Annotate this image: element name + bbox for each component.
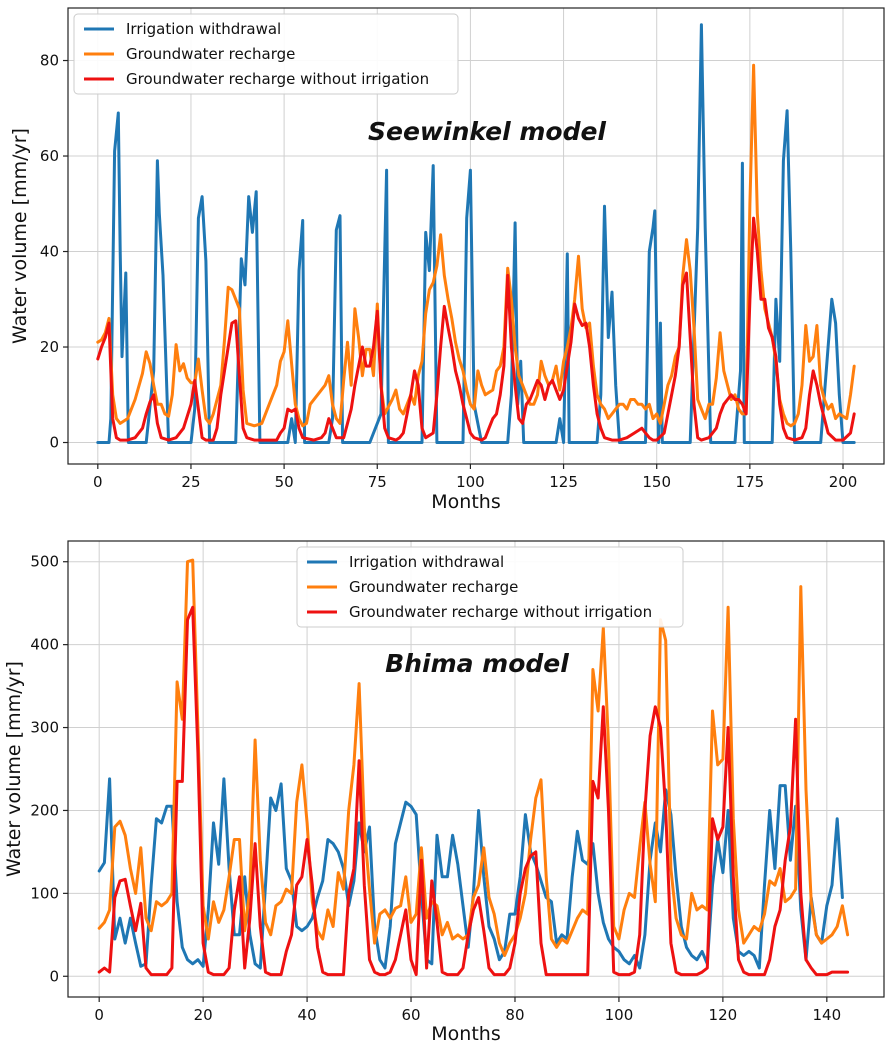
x-tick-label: 50: [275, 473, 294, 491]
legend-label: Irrigation withdrawal: [126, 20, 281, 38]
bhima-panel: 0 20 40 60 80 100 120 140 0 100 200 300 400 500 Months…: [3, 540, 885, 1045]
x-tick-label: 140: [813, 1006, 842, 1024]
x-tick-label: 175: [736, 473, 765, 491]
legend-box: [73, 13, 459, 95]
y-tick-label: 0: [49, 967, 59, 985]
legend-label: Groundwater recharge without irrigation: [349, 603, 652, 621]
y-axis-label: Water volume [mm/yr]: [3, 661, 25, 877]
series-line: [97, 605, 850, 977]
x-tick-label: 20: [194, 1006, 213, 1024]
series-line: [96, 23, 856, 444]
y-tick-label: 100: [30, 884, 59, 902]
legend-label: Groundwater recharge: [126, 45, 295, 63]
x-tick-label: 0: [93, 473, 103, 491]
x-tick-label: 40: [298, 1006, 317, 1024]
plot-frame: [67, 7, 885, 465]
y-tick-label: 0: [49, 434, 59, 452]
x-tick-label: 100: [456, 473, 485, 491]
x-axis-label: Months: [431, 491, 500, 513]
x-tick-label: 75: [368, 473, 387, 491]
legend-label: Irrigation withdrawal: [349, 553, 504, 571]
x-tick-label: 25: [181, 473, 200, 491]
chart-title: Seewinkel model: [368, 117, 606, 146]
legend-label: Groundwater recharge without irrigation: [126, 70, 429, 88]
y-tick-label: 40: [40, 243, 59, 261]
x-tick-label: 150: [642, 473, 671, 491]
y-tick-label: 200: [30, 801, 59, 819]
y-tick-label: 400: [30, 636, 59, 654]
x-tick-label: 120: [709, 1006, 738, 1024]
series-line: [96, 216, 856, 442]
y-tick-label: 60: [40, 147, 59, 165]
series-line: [97, 558, 850, 957]
x-tick-label: 125: [549, 473, 578, 491]
x-tick-label: 100: [605, 1006, 634, 1024]
seewinkel-panel: 0 25 50 75 100 125 150 175 200 0 20 40 60 80 Months Wat…: [9, 7, 885, 513]
legend-box: [296, 546, 684, 628]
legend-label: Groundwater recharge: [349, 578, 518, 596]
chart-title: Bhima model: [385, 649, 569, 678]
x-tick-label: 200: [829, 473, 858, 491]
plot-frame: [67, 540, 885, 998]
y-tick-label: 500: [30, 553, 59, 571]
series-line: [96, 63, 856, 428]
y-tick-label: 80: [40, 52, 59, 70]
x-tick-label: 60: [401, 1006, 420, 1024]
x-axis-label: Months: [431, 1023, 500, 1045]
y-tick-label: 300: [30, 719, 59, 737]
x-tick-label: 80: [505, 1006, 524, 1024]
y-axis-label: Water volume [mm/yr]: [9, 128, 31, 344]
y-tick-label: 20: [40, 338, 59, 356]
x-tick-label: 0: [94, 1006, 104, 1024]
